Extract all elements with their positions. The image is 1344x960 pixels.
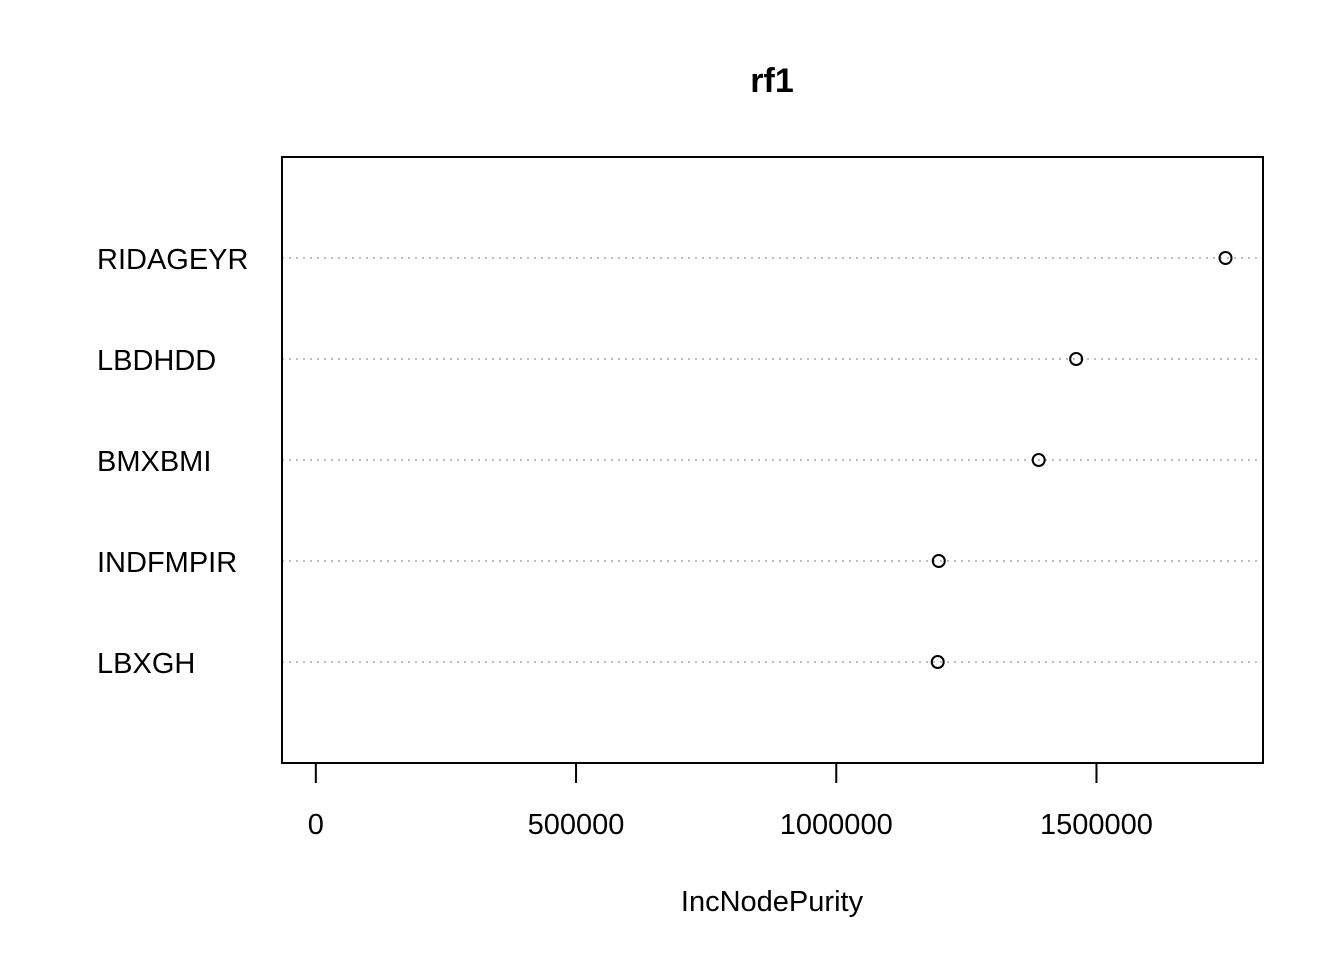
category-label-indfmpir: INDFMPIR (97, 547, 237, 579)
x-tick-label-0: 0 (308, 809, 324, 841)
data-points (930, 251, 1233, 669)
category-label-bmxbmi: BMXBMI (97, 446, 211, 478)
chart-title: rf1 (750, 62, 793, 100)
x-tick-label-3: 1500000 (1040, 809, 1153, 841)
x-axis: 0 500000 1000000 1500000 (308, 762, 1153, 841)
point-lbdhdd (1069, 352, 1084, 366)
category-label-lbdhdd: LBDHDD (97, 345, 216, 377)
category-label-lbxgh: LBXGH (97, 648, 195, 680)
x-axis-label: IncNodePurity (681, 886, 864, 918)
x-tick-label-2: 1000000 (780, 809, 893, 841)
x-tick-label-1: 500000 (528, 809, 625, 841)
point-ridageyr (1218, 251, 1233, 265)
point-bmxbmi (1031, 453, 1046, 467)
category-labels: RIDAGEYR LBDHDD BMXBMI INDFMPIR LBXGH (97, 244, 248, 680)
point-lbxgh (930, 655, 945, 669)
category-label-ridageyr: RIDAGEYR (97, 244, 248, 276)
point-indfmpir (931, 554, 946, 568)
grid-lines (282, 257, 1263, 663)
